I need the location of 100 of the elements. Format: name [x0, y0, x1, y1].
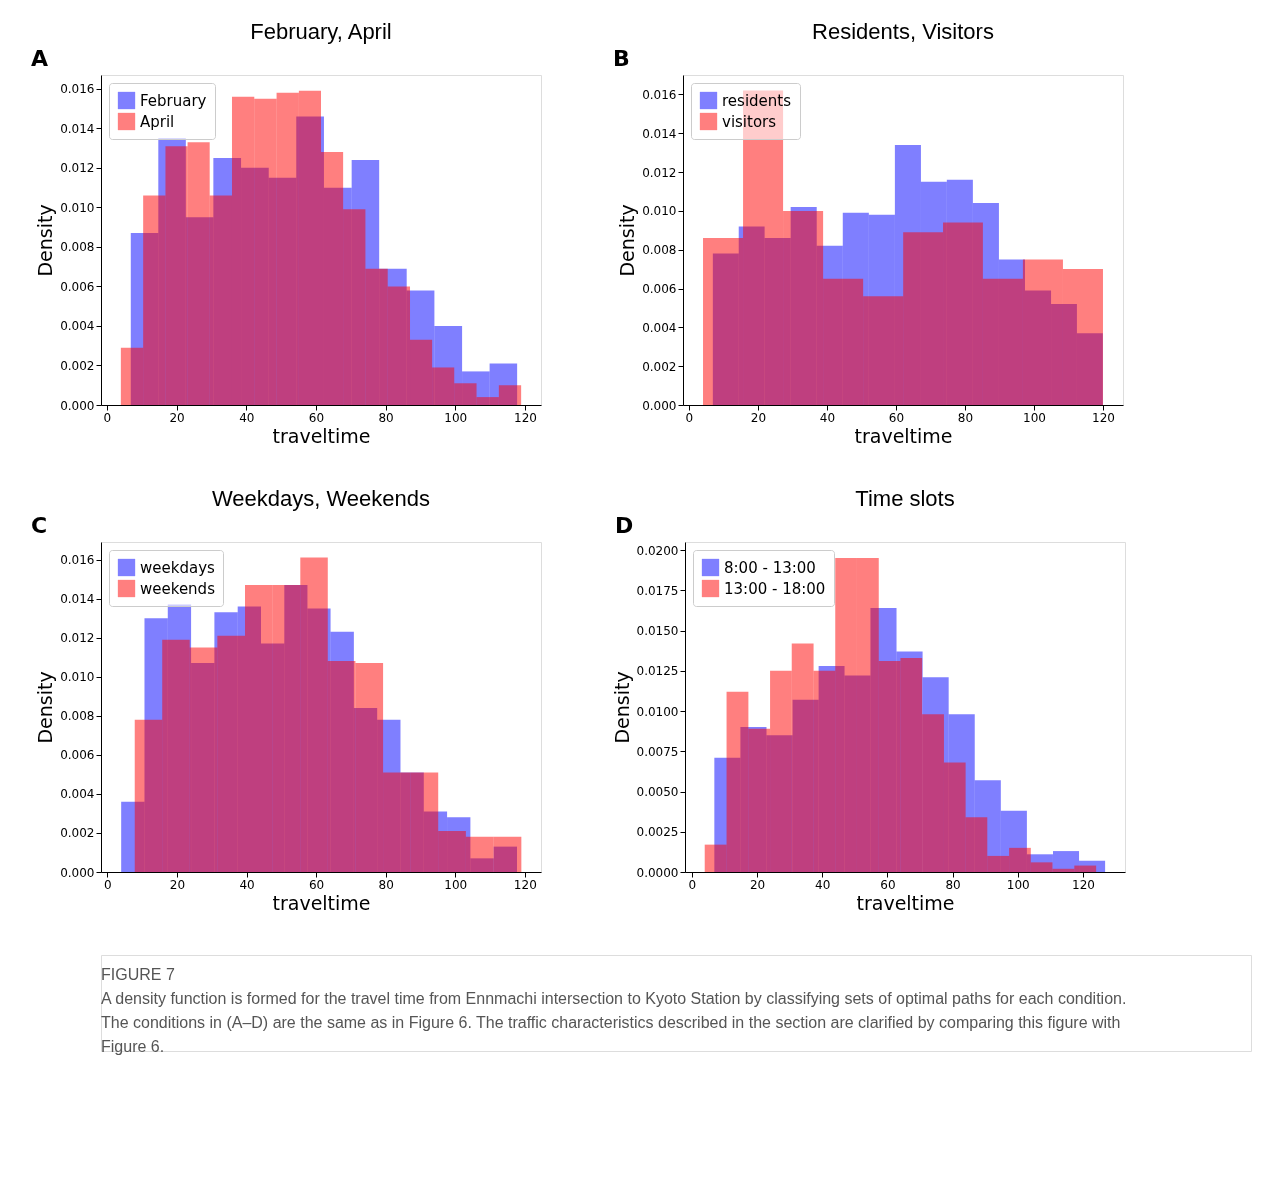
text: B — [613, 46, 630, 71]
bar — [387, 286, 411, 405]
bar — [162, 639, 190, 872]
bar — [355, 663, 384, 872]
x-tick-label: 100 — [444, 877, 468, 892]
bar — [231, 96, 255, 405]
bar — [300, 557, 328, 872]
y-tick-label: 0.000 — [642, 398, 677, 413]
x-tick-label: 20 — [750, 410, 767, 425]
text: D — [615, 513, 634, 538]
bar — [878, 661, 901, 872]
bar — [813, 670, 836, 872]
bar — [770, 670, 792, 872]
legend-label: February — [140, 91, 207, 110]
bar — [704, 844, 727, 872]
bar — [943, 762, 966, 872]
x-tick-label: 80 — [945, 877, 961, 892]
bar — [1062, 269, 1103, 405]
bar — [900, 657, 923, 872]
bar — [321, 152, 344, 405]
y-tick-label: 0.014 — [642, 126, 677, 141]
x-tick-label: 40 — [239, 410, 255, 425]
bar — [438, 830, 466, 872]
x-tick-label: 100 — [1023, 410, 1046, 425]
x-tick-label: 80 — [378, 877, 394, 892]
chart-title: Time slots — [855, 486, 955, 511]
x-tick-label: 20 — [169, 410, 185, 425]
chart-title: February, April — [250, 19, 392, 44]
legend-label: 13:00 - 18:00 — [724, 579, 826, 598]
bar — [903, 232, 944, 405]
y-tick-label: 0.000 — [60, 865, 95, 880]
x-tick-label: 120 — [514, 410, 537, 425]
y-tick-label: 0.014 — [60, 121, 95, 136]
bar — [217, 635, 245, 872]
bar — [383, 772, 411, 872]
bar — [245, 584, 273, 872]
bar — [143, 195, 166, 405]
y-tick-label: 0.006 — [642, 282, 677, 297]
bar — [493, 836, 522, 872]
y-axis-title: Density — [616, 204, 639, 277]
bar — [1052, 868, 1075, 872]
bar — [863, 296, 904, 405]
y-tick-label: 0.012 — [642, 165, 677, 180]
y-tick-label: 0.0175 — [636, 583, 679, 598]
y-tick-label: 0.0200 — [636, 543, 679, 558]
bar — [209, 195, 232, 405]
x-tick-label: 0 — [104, 877, 112, 892]
x-tick-label: 0 — [685, 410, 694, 425]
caption: FIGURE 7 — [101, 966, 175, 983]
y-tick-label: 0.0125 — [636, 664, 679, 679]
y-tick-label: 0.004 — [60, 787, 95, 802]
y-tick-label: 0.004 — [60, 319, 95, 334]
bar — [726, 691, 749, 872]
text: C — [31, 513, 48, 538]
y-tick-label: 0.006 — [60, 279, 95, 294]
bar — [165, 146, 188, 405]
bar — [465, 836, 494, 872]
x-axis-title: traveltime — [272, 891, 371, 914]
bar — [791, 643, 814, 872]
bar — [189, 647, 218, 872]
x-tick-label: 20 — [169, 877, 186, 892]
y-tick-label: 0.002 — [60, 358, 95, 373]
y-tick-label: 0.008 — [642, 243, 677, 258]
legend-label: residents — [722, 91, 792, 110]
bar — [327, 661, 356, 872]
y-tick-label: 0.0075 — [636, 744, 679, 759]
x-tick-label: 120 — [1072, 877, 1095, 892]
x-axis-title: traveltime — [272, 424, 371, 447]
text: A — [31, 46, 49, 71]
x-tick-label: 40 — [815, 877, 831, 892]
bar — [703, 238, 744, 405]
bar — [922, 714, 944, 872]
legend-label: weekdays — [140, 558, 215, 577]
bar — [856, 558, 879, 872]
x-tick-label: 100 — [444, 410, 468, 425]
y-tick-label: 0.000 — [60, 398, 95, 413]
x-tick-label: 60 — [308, 877, 325, 892]
y-tick-label: 0.008 — [60, 709, 95, 724]
y-tick-label: 0.004 — [642, 320, 677, 335]
y-tick-label: 0.002 — [642, 359, 677, 374]
x-tick-label: 60 — [880, 877, 896, 892]
x-tick-label: 120 — [1092, 410, 1115, 425]
text: A density function is formed for the travel time from Ennmachi intersection to Kyoto Station by classifying sets of optimal paths for each condition. The conditions in (A–D) are the same as in Figure 6. The traffic characteristics described in the section are clarified by comparing this figure with Figure 6. — [101, 990, 1127, 1055]
x-tick-label: 20 — [749, 877, 766, 892]
y-axis-title: Density — [34, 204, 57, 277]
x-tick-label: 40 — [239, 877, 255, 892]
bar — [1022, 259, 1063, 405]
y-tick-label: 0.0100 — [636, 704, 679, 719]
bar — [365, 268, 388, 405]
y-axis-title: Density — [34, 671, 57, 744]
chart-title: Residents, Visitors — [812, 19, 994, 44]
x-tick-label: 120 — [513, 877, 537, 892]
bar — [272, 584, 301, 872]
y-tick-label: 0.010 — [60, 670, 95, 685]
y-tick-label: 0.016 — [60, 553, 95, 568]
x-tick-label: 100 — [1006, 877, 1030, 892]
bar — [943, 222, 983, 405]
bar — [298, 90, 321, 405]
x-axis-title: traveltime — [854, 424, 953, 447]
y-tick-label: 0.0050 — [636, 785, 679, 800]
